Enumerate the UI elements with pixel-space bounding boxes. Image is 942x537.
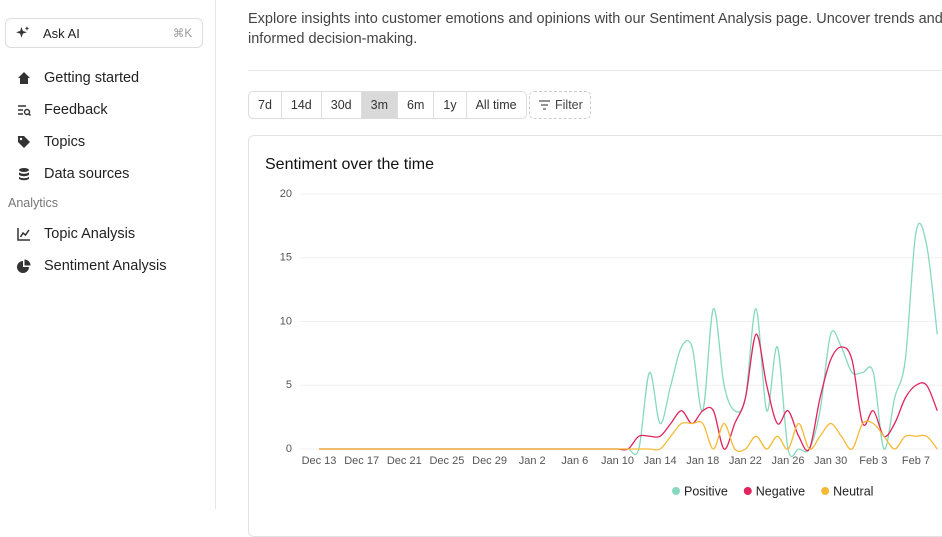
nav-item[interactable]: Sentiment Analysis <box>44 258 167 274</box>
x-tick-label: Jan 18 <box>686 455 719 467</box>
x-tick-label: Jan 2 <box>519 455 546 467</box>
x-tick-label: Jan 22 <box>729 455 762 467</box>
x-tick-label: Dec 17 <box>344 455 379 467</box>
home-icon <box>18 72 30 84</box>
chart-title: Sentiment over the time <box>265 156 434 173</box>
nav-item[interactable]: Topic Analysis <box>44 226 136 242</box>
nav-item[interactable]: Feedback <box>44 102 108 118</box>
database-icon <box>19 168 29 181</box>
legend-label: Negative <box>756 484 805 498</box>
intro-text: informed decision-making. <box>248 31 418 47</box>
y-tick-label: 10 <box>280 315 292 327</box>
filter-button[interactable]: Filter <box>529 91 591 119</box>
legend-dot <box>743 487 752 495</box>
sidebar: Ask AI ⌘K Getting started Feedback Topic… <box>0 0 216 509</box>
divider <box>248 70 942 71</box>
legend-label: Positive <box>684 484 728 498</box>
nav-item[interactable]: Data sources <box>44 166 130 182</box>
y-tick-label: 20 <box>280 188 292 200</box>
x-tick-label: Jan 26 <box>772 455 805 467</box>
y-tick-label: 15 <box>280 252 292 264</box>
shortcut: ⌘K <box>172 28 192 40</box>
legend-label: Neutral <box>833 484 873 498</box>
x-tick-label: Feb 3 <box>859 455 887 467</box>
range-button[interactable]: 7d <box>249 92 282 118</box>
x-tick-label: Jan 30 <box>814 455 847 467</box>
series-line <box>319 222 938 458</box>
chart-card: Sentiment over the time 0 5 10 15 20 Dec 13 De… <box>248 135 942 537</box>
chart: 0 5 10 15 20 Dec 13 Dec 17 Dec 21 Dec 25 Dec 29 Ja… <box>280 188 942 498</box>
series-line <box>319 333 938 452</box>
nav-item[interactable]: Topics <box>44 134 86 150</box>
ask-ai-label: Ask AI <box>43 26 80 41</box>
tag-icon <box>18 136 30 148</box>
sparkle-icon <box>16 26 30 38</box>
filter-icon <box>539 100 550 110</box>
x-tick-label: Jan 14 <box>644 455 677 467</box>
y-tick-label: 0 <box>286 443 292 455</box>
ask-ai-button[interactable]: Ask AI ⌘K <box>5 18 203 48</box>
x-tick-label: Jan 6 <box>561 455 588 467</box>
section-label: Analytics <box>8 196 59 210</box>
range-button[interactable]: All time <box>475 98 517 112</box>
legend-dot <box>821 487 830 495</box>
feedback-icon <box>18 105 31 116</box>
range-button[interactable]: 3m <box>361 92 398 118</box>
pie-icon <box>17 259 31 273</box>
series-line <box>319 420 938 453</box>
range-button[interactable]: 1y <box>434 92 467 118</box>
nav-item[interactable]: Getting started <box>44 70 140 86</box>
y-tick-label: 5 <box>286 379 292 391</box>
chart-icon <box>17 228 30 241</box>
x-tick-label: Dec 13 <box>302 455 337 467</box>
legend-dot <box>672 487 680 495</box>
x-tick-label: Dec 21 <box>387 455 422 467</box>
range-group: 7d 14d 30d 3m 6m 1y All time <box>248 91 527 119</box>
range-button[interactable]: 14d <box>282 92 322 118</box>
x-tick-label: Dec 29 <box>472 455 507 467</box>
x-tick-label: Jan 10 <box>601 455 634 467</box>
range-button[interactable]: 30d <box>322 92 362 118</box>
x-tick-label: Feb 7 <box>902 455 930 467</box>
main: Explore insights into customer emotions … <box>248 0 942 537</box>
intro-text: Explore insights into customer emotions … <box>248 11 942 27</box>
range-button[interactable]: 6m <box>398 92 435 118</box>
x-tick-label: Dec 25 <box>429 455 464 467</box>
filter-label: Filter <box>555 98 583 112</box>
